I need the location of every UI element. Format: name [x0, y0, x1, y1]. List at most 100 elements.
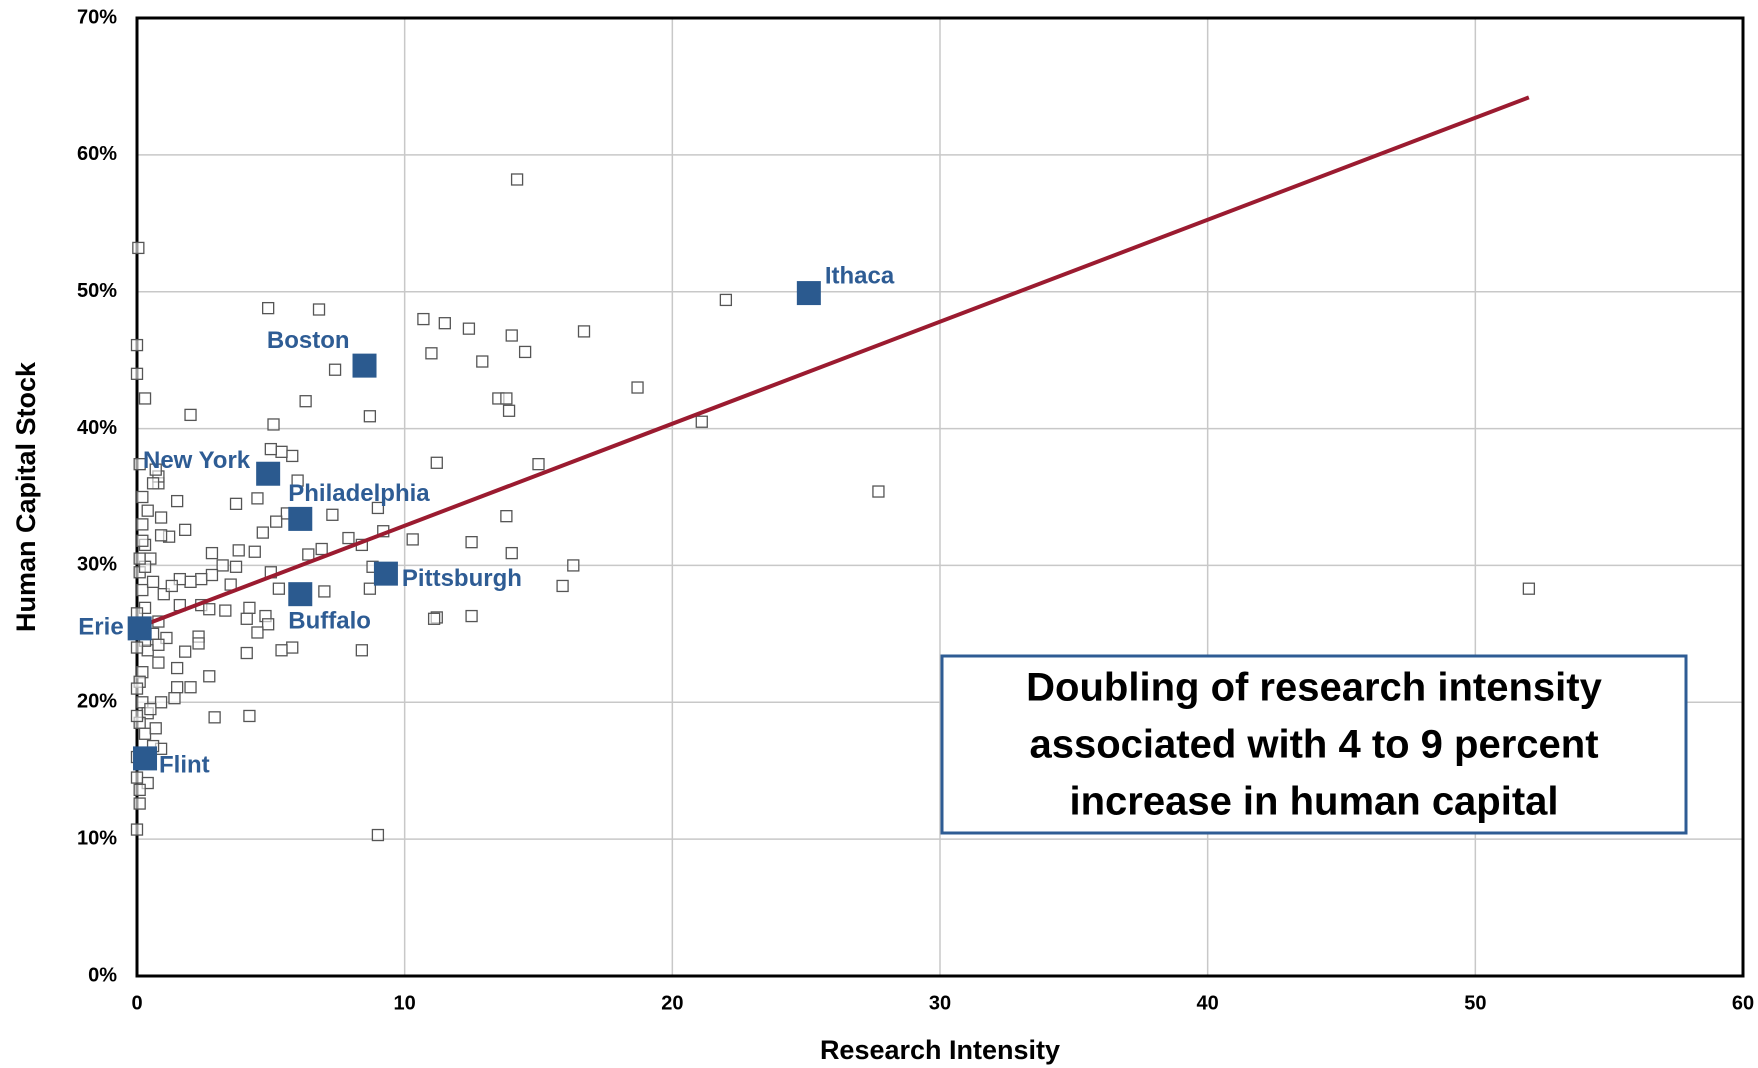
- data-point: [505, 546, 518, 560]
- data-point: [130, 367, 144, 380]
- data-point: [291, 474, 304, 487]
- annotation-box: [940, 654, 1688, 835]
- data-point: [179, 523, 192, 536]
- data-point: [184, 575, 197, 589]
- data-point: [219, 604, 232, 617]
- y-tick-label: 60%: [77, 143, 117, 165]
- data-point: [132, 241, 145, 255]
- data-point: [144, 702, 157, 716]
- data-point: [328, 363, 342, 376]
- data-point: [556, 579, 569, 593]
- data-point: [170, 494, 184, 508]
- data-point: [342, 531, 355, 545]
- data-point: [130, 682, 144, 695]
- annotation-text: Doubling of research intensity: [1026, 666, 1602, 710]
- data-point: [216, 559, 229, 572]
- data-point: [192, 637, 205, 650]
- data-point: [462, 322, 476, 335]
- data-point: [500, 510, 513, 523]
- data-point: [130, 709, 144, 723]
- data-point: [149, 722, 162, 735]
- highlight-point: [796, 281, 821, 306]
- data-point: [136, 490, 149, 504]
- data-point: [438, 317, 451, 330]
- data-point: [251, 492, 264, 505]
- data-point: [243, 709, 256, 723]
- highlight-point: [256, 461, 281, 486]
- data-point: [406, 533, 419, 546]
- data-point: [371, 828, 385, 842]
- data-point: [146, 575, 160, 589]
- data-point: [240, 612, 253, 625]
- data-point: [136, 534, 149, 547]
- data-point: [510, 173, 524, 186]
- y-tick-label: 50%: [77, 280, 117, 302]
- data-point: [302, 548, 315, 561]
- data-point: [133, 552, 146, 565]
- data-point: [371, 501, 385, 515]
- data-point: [417, 312, 430, 326]
- data-point: [152, 638, 165, 651]
- data-point: [476, 355, 489, 368]
- data-point: [205, 546, 219, 560]
- annotation-text: increase in human capital: [1069, 780, 1558, 824]
- data-point: [256, 526, 269, 539]
- y-tick-label: 10%: [77, 827, 117, 849]
- data-point: [695, 415, 708, 428]
- data-point: [318, 585, 331, 598]
- highlight-point: [373, 561, 398, 586]
- data-point: [165, 579, 178, 593]
- data-point: [631, 381, 644, 394]
- point-label: Boston: [267, 327, 350, 354]
- data-point: [872, 485, 885, 498]
- y-tick-label: 20%: [77, 691, 117, 713]
- x-tick-label: 20: [661, 992, 683, 1014]
- x-axis-title: Research Intensity: [820, 1035, 1060, 1065]
- data-point: [208, 711, 221, 724]
- data-point: [240, 646, 253, 660]
- data-point: [146, 477, 160, 490]
- x-tick-label: 50: [1464, 992, 1486, 1014]
- data-point: [141, 504, 154, 517]
- data-point: [465, 536, 478, 549]
- data-point: [154, 696, 168, 709]
- data-point: [179, 645, 192, 658]
- data-point: [130, 641, 144, 654]
- data-point: [154, 511, 168, 524]
- data-point: [205, 568, 219, 582]
- y-tick-label: 70%: [77, 6, 117, 28]
- data-point: [160, 631, 173, 645]
- data-point: [518, 345, 532, 359]
- data-point: [229, 497, 243, 510]
- data-point: [248, 545, 261, 558]
- data-point: [229, 560, 243, 573]
- data-point: [355, 644, 368, 657]
- point-label: Flint: [159, 752, 210, 779]
- data-point: [133, 797, 146, 810]
- data-point: [168, 692, 181, 705]
- trend-line: [141, 95, 1530, 628]
- point-label: New York: [143, 447, 251, 474]
- data-point: [203, 603, 216, 616]
- data-point: [195, 572, 208, 586]
- point-label: Buffalo: [288, 608, 371, 635]
- x-tick-label: 0: [131, 992, 142, 1014]
- data-point: [136, 583, 149, 597]
- data-point: [465, 609, 478, 623]
- highlight-point: [288, 582, 313, 607]
- point-label: Pittsburgh: [402, 565, 522, 592]
- data-point: [363, 582, 377, 595]
- data-point: [312, 303, 326, 316]
- data-point: [149, 463, 162, 476]
- data-point: [299, 395, 312, 408]
- data-point: [275, 445, 288, 458]
- data-point: [130, 338, 144, 352]
- data-point: [138, 392, 152, 405]
- highlight-point: [352, 353, 377, 378]
- data-point: [133, 458, 146, 471]
- data-point: [243, 601, 256, 615]
- data-point: [267, 418, 280, 431]
- y-tick-label: 40%: [77, 417, 117, 439]
- data-point: [136, 518, 149, 531]
